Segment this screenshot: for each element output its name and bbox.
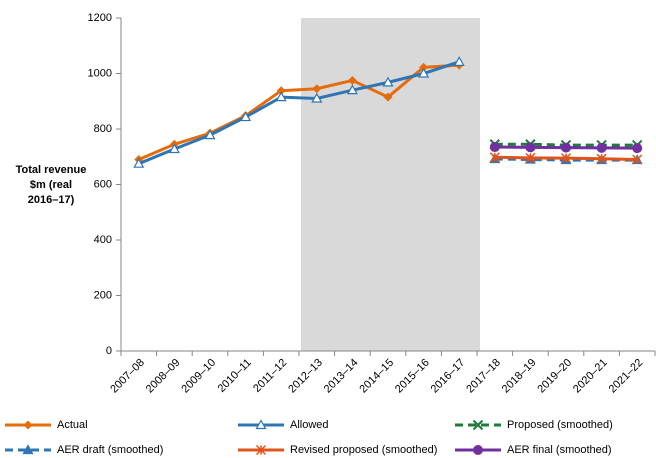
marker: [346, 84, 358, 95]
marker: [473, 445, 483, 455]
marker: [168, 143, 180, 154]
x-tick-label: 2018–19: [500, 357, 539, 396]
x-tick-label: 2020–21: [571, 357, 610, 396]
marker: [383, 92, 393, 102]
y-axis-label: Total revenue $m (real 2016–17): [15, 164, 87, 206]
marker: [312, 84, 322, 94]
x-tick-label: 2007–08: [108, 357, 147, 396]
marker: [632, 143, 643, 154]
x-tick-label: 2010–11: [216, 357, 254, 395]
marker: [489, 142, 500, 153]
marker: [561, 142, 571, 153]
y-tick-label: 1200: [88, 12, 112, 24]
marker: [22, 444, 34, 455]
x-tick-label: 2019–20: [535, 357, 574, 396]
series-line: [138, 63, 460, 161]
x-tick-label: 2021–22: [607, 357, 646, 396]
shaded-period: [301, 18, 480, 351]
marker: [204, 129, 216, 140]
legend-label: Allowed: [290, 419, 329, 431]
legend-label: Actual: [57, 419, 88, 431]
legend-label: Proposed (smoothed): [507, 419, 613, 431]
x-tick-label: 2011–12: [251, 357, 289, 395]
x-tick-label: 2017–18: [464, 357, 503, 396]
x-tick-label: 2016–17: [429, 357, 468, 396]
y-tick-label: 600: [94, 178, 112, 190]
legend-label: AER final (smoothed): [507, 444, 612, 456]
marker: [453, 56, 465, 66]
marker: [596, 153, 607, 164]
y-tick-label: 200: [94, 289, 112, 301]
x-tick-label: 2014–15: [357, 357, 396, 396]
marker: [23, 420, 33, 430]
marker: [560, 153, 572, 164]
series-line: [138, 60, 460, 166]
x-tick-label: 2009–10: [179, 357, 218, 396]
marker: [419, 62, 429, 72]
marker: [525, 142, 536, 153]
x-tick-label: 2008–09: [144, 357, 183, 396]
y-tick-label: 400: [94, 234, 112, 246]
x-tick-label: 2013–14: [322, 357, 361, 396]
marker: [489, 152, 500, 163]
marker: [347, 75, 357, 85]
x-tick-label: 2015–16: [393, 357, 432, 396]
marker: [418, 67, 430, 78]
marker: [276, 86, 286, 96]
marker: [632, 154, 643, 165]
marker: [255, 419, 267, 430]
y-tick-label: 1000: [88, 67, 112, 79]
marker: [255, 444, 267, 456]
marker: [240, 111, 252, 122]
marker: [275, 91, 287, 102]
marker: [382, 76, 394, 87]
legend-label: AER draft (smoothed): [57, 444, 163, 456]
marker: [525, 152, 536, 163]
y-tick-label: 800: [94, 123, 112, 135]
legend-label: Revised proposed (smoothed): [290, 444, 437, 456]
marker: [311, 92, 323, 103]
marker: [133, 157, 145, 168]
x-tick-label: 2012–13: [286, 357, 325, 396]
marker: [472, 419, 484, 431]
marker: [596, 142, 607, 153]
y-tick-label: 0: [106, 345, 112, 357]
